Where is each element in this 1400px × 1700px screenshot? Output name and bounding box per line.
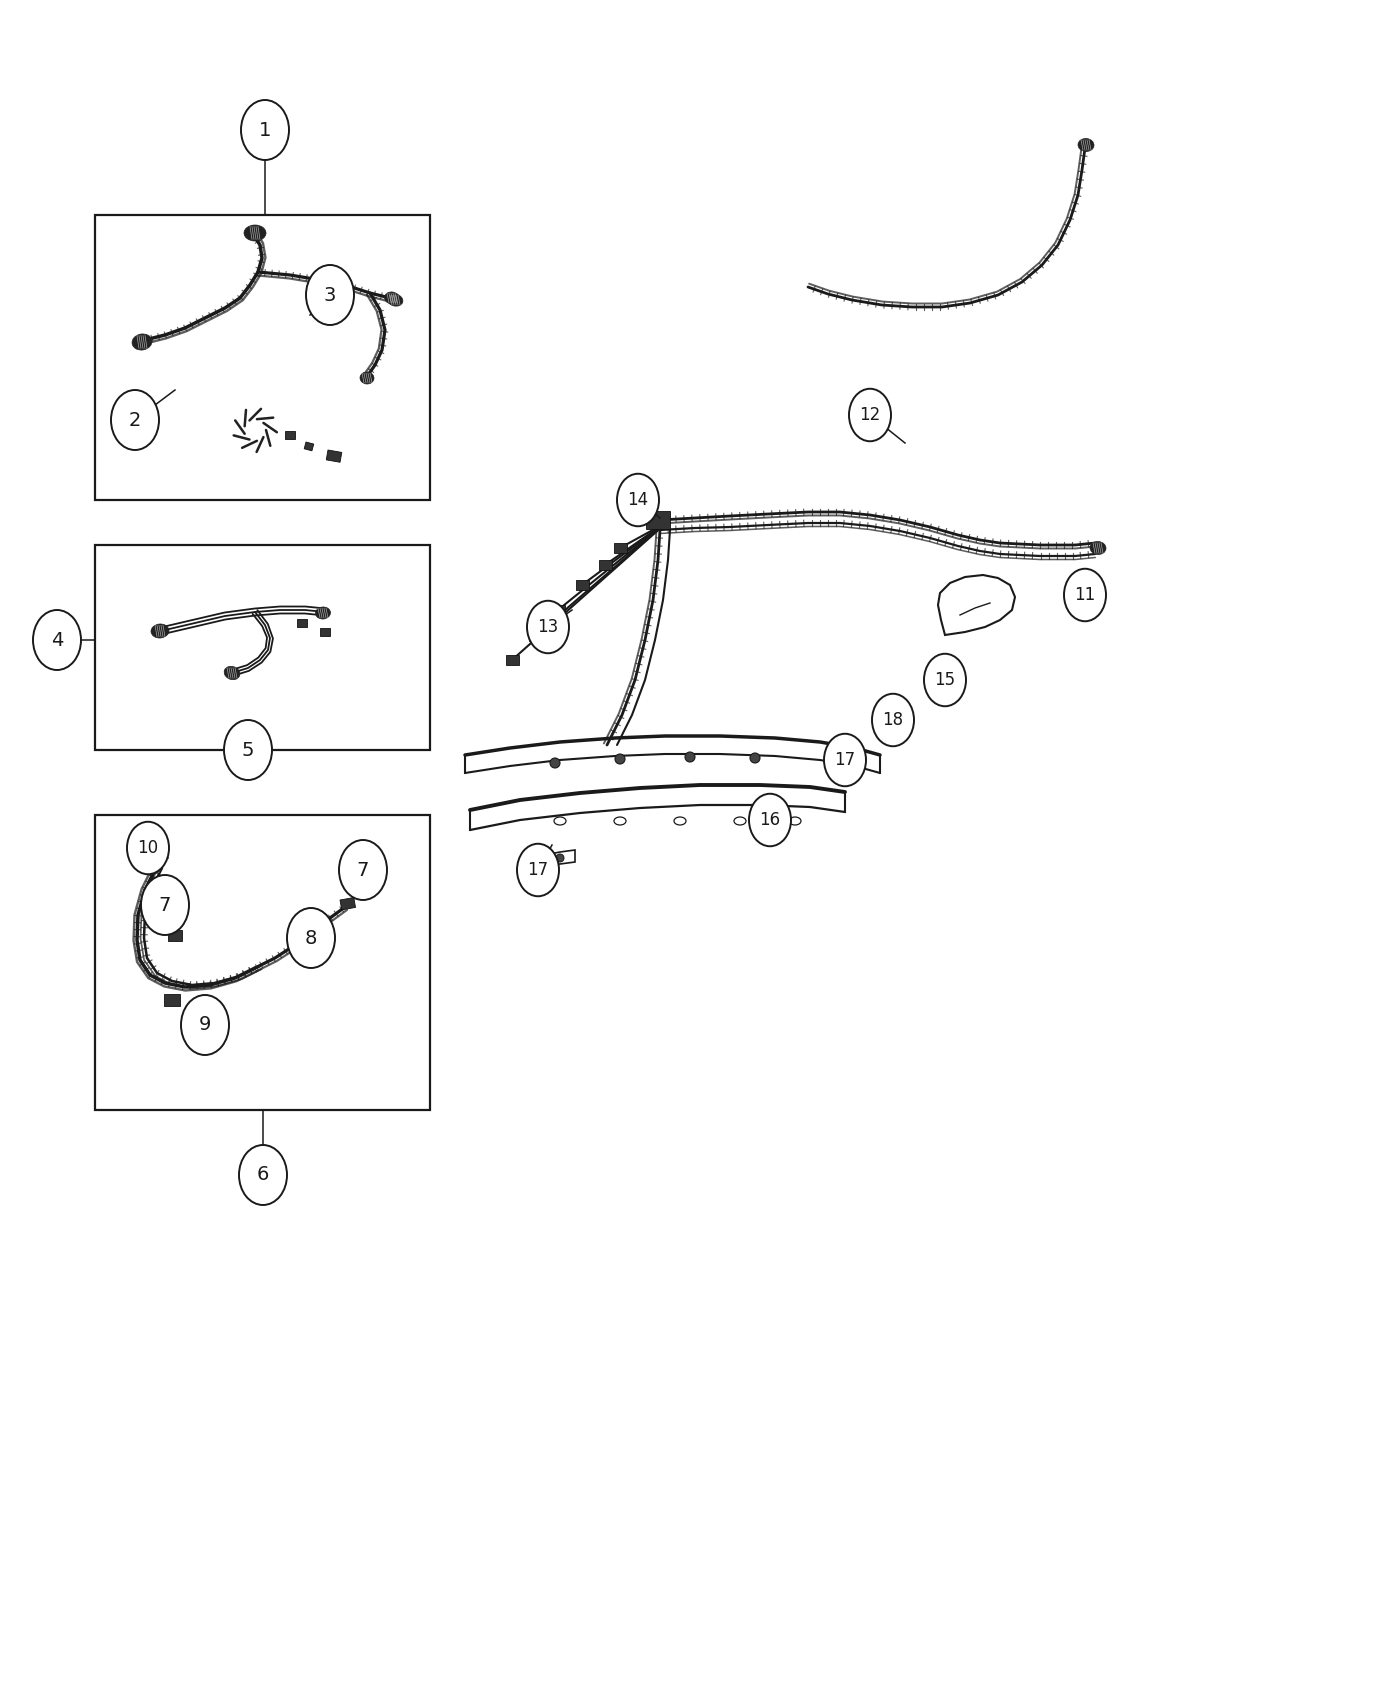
- Text: 5: 5: [242, 741, 255, 760]
- Ellipse shape: [1064, 570, 1106, 620]
- Text: 16: 16: [759, 811, 781, 830]
- Ellipse shape: [339, 840, 386, 899]
- Bar: [286, 432, 295, 439]
- Bar: [645, 512, 671, 529]
- Ellipse shape: [111, 389, 160, 450]
- Bar: [529, 631, 542, 641]
- Text: 2: 2: [129, 410, 141, 430]
- Bar: [340, 898, 356, 910]
- Ellipse shape: [224, 721, 272, 780]
- Ellipse shape: [132, 333, 153, 350]
- Ellipse shape: [241, 100, 288, 160]
- Ellipse shape: [385, 292, 399, 304]
- Ellipse shape: [34, 610, 81, 670]
- Ellipse shape: [924, 654, 966, 706]
- Text: 9: 9: [199, 1015, 211, 1035]
- Bar: [615, 542, 627, 552]
- Bar: [552, 605, 566, 615]
- Circle shape: [615, 755, 624, 763]
- Text: 15: 15: [934, 672, 956, 688]
- Bar: [505, 654, 519, 665]
- Text: 8: 8: [305, 928, 318, 947]
- Ellipse shape: [388, 294, 403, 306]
- Bar: [326, 450, 342, 462]
- Ellipse shape: [224, 666, 239, 680]
- Circle shape: [550, 758, 560, 768]
- Ellipse shape: [872, 694, 914, 746]
- Bar: [168, 930, 182, 942]
- Circle shape: [893, 711, 902, 719]
- Text: 7: 7: [158, 896, 171, 915]
- Ellipse shape: [151, 624, 169, 638]
- Ellipse shape: [181, 994, 230, 1056]
- Ellipse shape: [825, 734, 867, 787]
- Text: 6: 6: [256, 1166, 269, 1185]
- Text: 14: 14: [627, 491, 648, 508]
- Circle shape: [685, 751, 694, 762]
- Ellipse shape: [1078, 138, 1093, 151]
- Ellipse shape: [517, 843, 559, 896]
- Ellipse shape: [127, 821, 169, 874]
- Ellipse shape: [287, 908, 335, 967]
- Text: 4: 4: [50, 631, 63, 649]
- Ellipse shape: [141, 876, 189, 935]
- Ellipse shape: [239, 1146, 287, 1205]
- Bar: [95, 214, 430, 500]
- Text: 17: 17: [834, 751, 855, 768]
- Ellipse shape: [315, 607, 330, 619]
- Bar: [363, 867, 375, 877]
- Bar: [164, 994, 181, 1006]
- Ellipse shape: [1091, 542, 1106, 554]
- Ellipse shape: [360, 372, 374, 384]
- Text: 7: 7: [357, 860, 370, 879]
- Text: 3: 3: [323, 286, 336, 304]
- Text: 18: 18: [882, 711, 903, 729]
- Ellipse shape: [146, 860, 162, 874]
- Text: 17: 17: [528, 860, 549, 879]
- Ellipse shape: [307, 265, 354, 325]
- Bar: [95, 546, 430, 750]
- Circle shape: [556, 853, 564, 862]
- Bar: [321, 627, 330, 636]
- Circle shape: [890, 707, 904, 722]
- Text: 13: 13: [538, 619, 559, 636]
- Ellipse shape: [749, 794, 791, 847]
- Text: 12: 12: [860, 406, 881, 423]
- Bar: [297, 619, 307, 627]
- Ellipse shape: [617, 474, 659, 527]
- Bar: [575, 580, 589, 590]
- Bar: [304, 442, 314, 450]
- Text: 1: 1: [259, 121, 272, 139]
- Text: 11: 11: [1074, 586, 1096, 604]
- Bar: [95, 814, 430, 1110]
- Ellipse shape: [526, 600, 568, 653]
- Circle shape: [750, 753, 760, 763]
- Text: 10: 10: [137, 840, 158, 857]
- Bar: [599, 559, 612, 570]
- Ellipse shape: [848, 389, 890, 442]
- Ellipse shape: [244, 224, 266, 241]
